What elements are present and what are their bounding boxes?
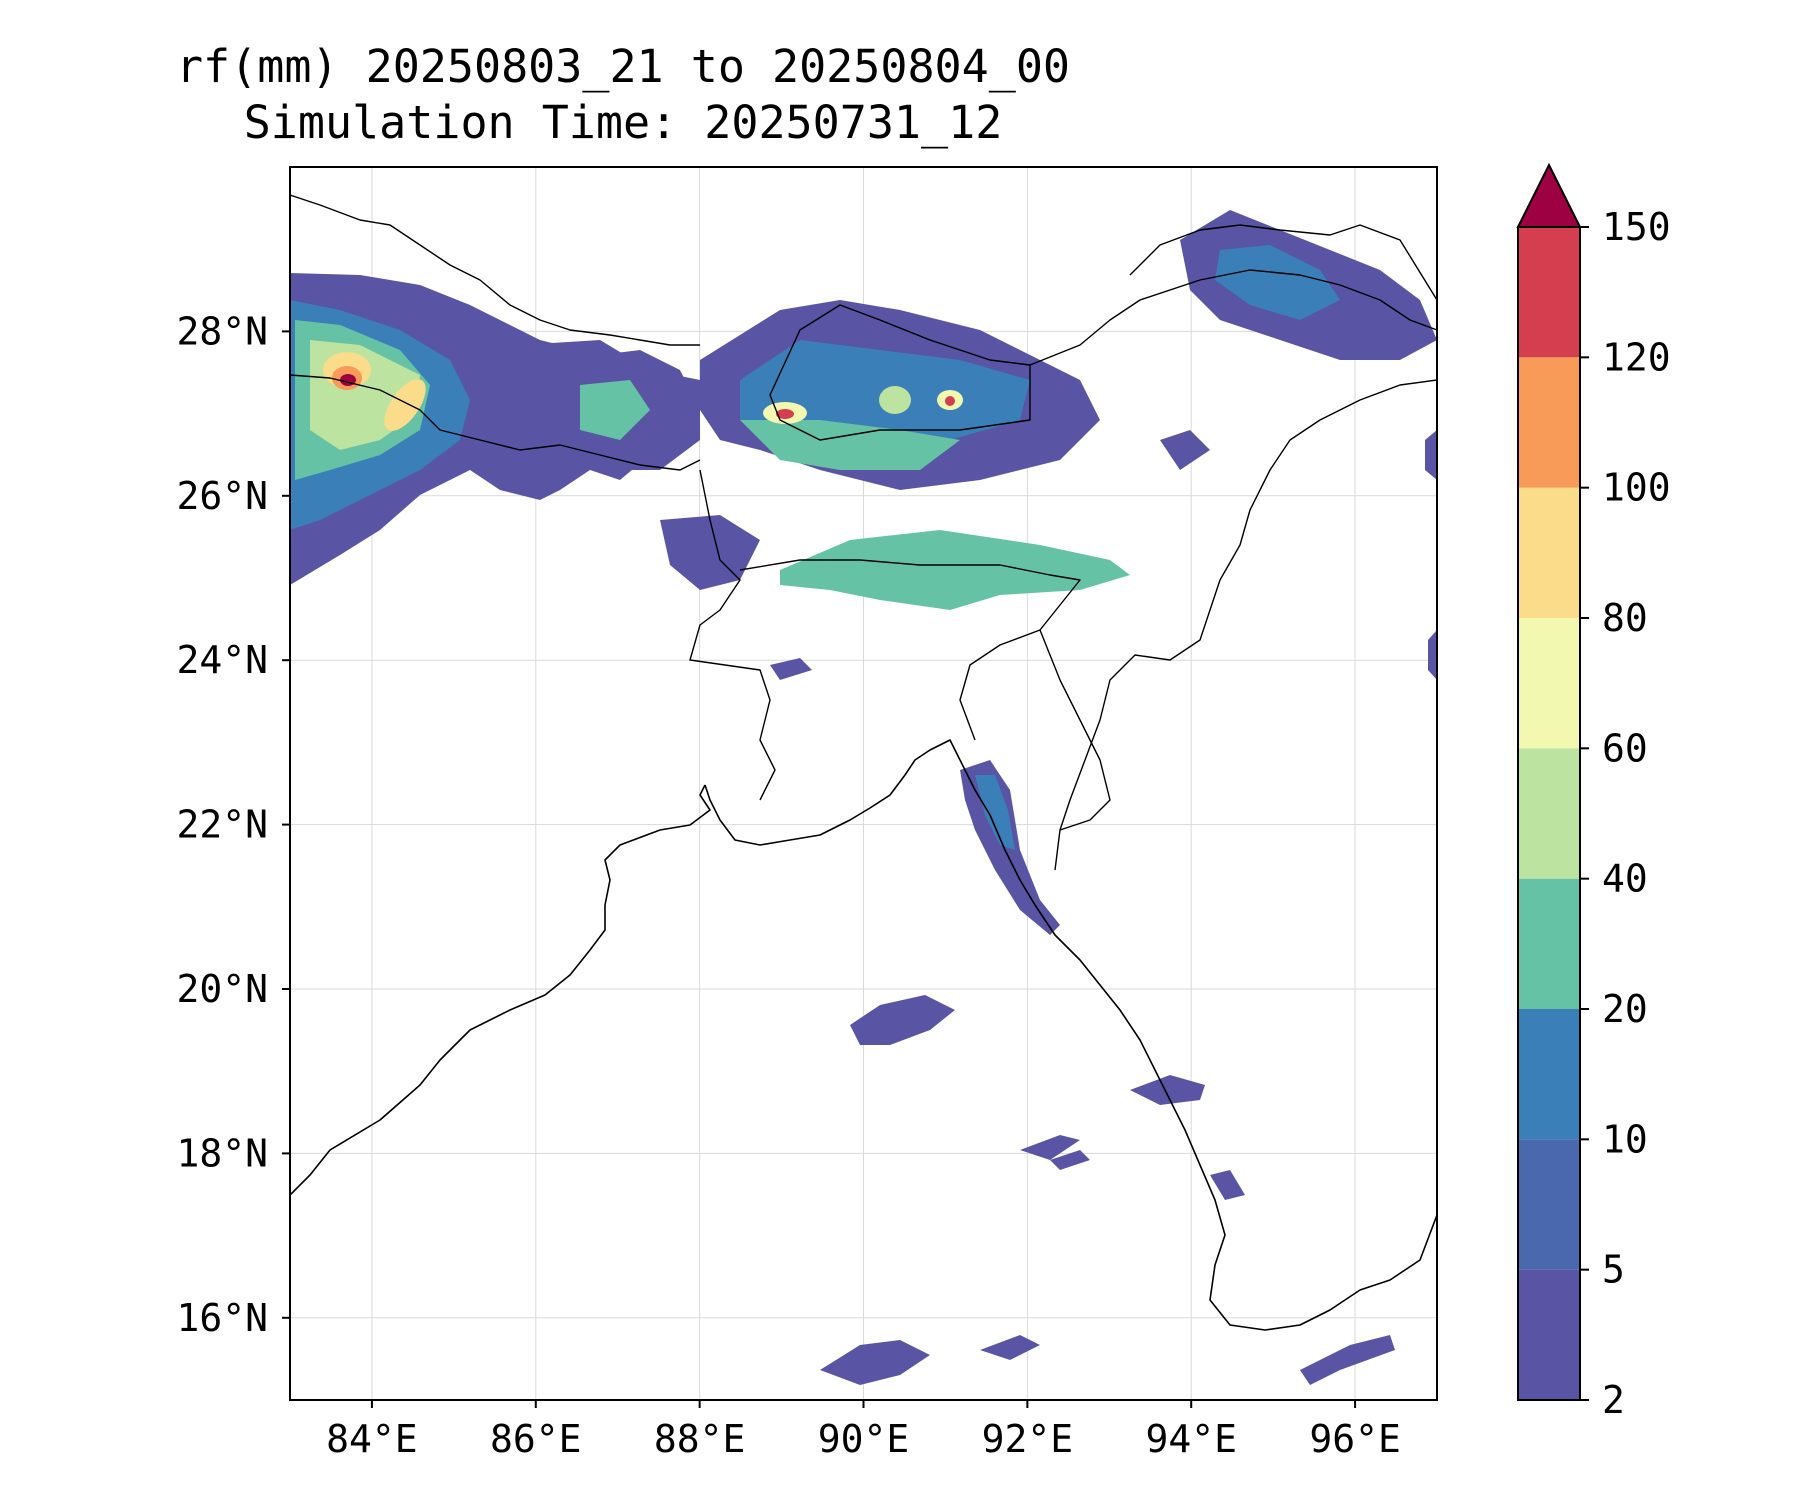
colorbar: 2 5 10 20 40 60 80 100 120 150	[1516, 162, 1671, 1422]
rain-area-arunachal-10	[1215, 245, 1340, 320]
colorbar-label: 80	[1602, 596, 1648, 640]
y-tick-label: 18°N	[176, 1131, 268, 1175]
colorbar-label: 40	[1602, 857, 1648, 901]
colorbar-segment	[1518, 487, 1580, 618]
rain-cell-east-edge	[1425, 430, 1437, 480]
colorbar-label: 10	[1602, 1117, 1648, 1161]
colorbar-segment	[1518, 878, 1580, 1009]
title-line-1: rf(mm) 20250803_21 to 20250804_00	[176, 40, 1070, 93]
rain-cell-arakan-2	[1210, 1170, 1245, 1200]
colorbar-label: 2	[1602, 1378, 1625, 1422]
rain-core-bhutan-2-150	[945, 396, 955, 406]
rainfall-fields	[290, 210, 1437, 1385]
rain-area-bhutan-20	[740, 420, 960, 470]
y-tick-label: 24°N	[176, 638, 268, 682]
x-tick-label: 96°E	[1309, 1417, 1401, 1461]
colorbar-segment	[1518, 1269, 1580, 1400]
border-nepal-south	[290, 374, 701, 471]
rain-area-meghalaya-10	[660, 515, 760, 590]
y-tick-label: 16°N	[176, 1296, 268, 1340]
coastlines-and-borders	[290, 194, 1437, 1331]
x-tick-label: 84°E	[326, 1417, 418, 1461]
colorbar-label: 60	[1602, 726, 1648, 770]
rain-cell-east-edge-2	[1428, 630, 1437, 680]
y-tick-label: 22°N	[176, 803, 268, 847]
rain-cell-south-3	[1300, 1335, 1395, 1385]
border-assam-east	[1029, 269, 1437, 366]
rain-cell-south-1	[820, 1340, 930, 1385]
rain-area-central-nepal-20	[580, 380, 650, 440]
rain-cell-central-small	[770, 658, 812, 680]
colorbar-label: 100	[1602, 466, 1671, 510]
colorbar-segment	[1518, 227, 1580, 358]
colorbar-label: 20	[1602, 987, 1648, 1031]
map-panel: 84°E 86°E 88°E 90°E 92°E 94°E 96°E 28°N 26°N 24°…	[176, 166, 1438, 1461]
y-tick-label: 28°N	[176, 309, 268, 353]
colorbar-segment	[1518, 357, 1580, 488]
x-tick-label: 92°E	[982, 1417, 1074, 1461]
colorbar-extend-arrow	[1516, 162, 1582, 228]
border-myanmar-india	[1054, 379, 1437, 871]
rain-cell-ne-small	[1160, 430, 1210, 470]
border-bangladesh-west	[689, 469, 776, 801]
coastline-chittagong-myanmar	[959, 759, 1437, 1331]
rain-core-bhutan-3	[879, 386, 911, 414]
rain-cell-sea-2	[1050, 1150, 1090, 1170]
rain-core-west-2	[384, 379, 426, 431]
coastline-bangladesh-delta	[704, 739, 961, 846]
rain-cell-south-2	[980, 1335, 1040, 1360]
border-china-northeast	[1129, 224, 1437, 301]
colorbar-segment	[1518, 1009, 1580, 1140]
x-tick-label: 94°E	[1145, 1417, 1237, 1461]
colorbar-segment	[1518, 748, 1580, 879]
colorbar-label: 150	[1602, 205, 1671, 249]
x-tick-label: 90°E	[818, 1417, 910, 1461]
rain-cell-bay-1	[850, 995, 955, 1045]
colorbar-frame	[1517, 226, 1581, 1401]
longitude-ticks: 84°E 86°E 88°E 90°E 92°E 94°E 96°E	[326, 1400, 1401, 1461]
rain-area-chittagong-10	[975, 775, 1015, 850]
y-tick-label: 26°N	[176, 474, 268, 518]
coastline-east-india	[290, 784, 711, 1196]
x-tick-label: 86°E	[490, 1417, 582, 1461]
latitude-ticks: 28°N 26°N 24°N 22°N 20°N 18°N 16°N	[176, 309, 290, 1340]
y-tick-label: 20°N	[176, 967, 268, 1011]
colorbar-label: 120	[1602, 335, 1671, 379]
x-tick-label: 88°E	[654, 1417, 746, 1461]
title-line-2: Simulation Time: 20250731_12	[244, 96, 1003, 149]
border-mizoram	[1039, 629, 1111, 831]
colorbar-segment	[1518, 618, 1580, 749]
border-bangladesh-north	[739, 559, 1081, 741]
colorbar-label: 5	[1602, 1248, 1625, 1292]
colorbar-segment	[1518, 1139, 1580, 1270]
rain-cell-arakan-1	[1130, 1075, 1205, 1105]
rain-cell-sea-1	[1020, 1135, 1080, 1160]
border-nepal-india	[290, 194, 700, 346]
rain-area-meghalaya	[780, 530, 1130, 610]
rain-core-bhutan-1-150	[776, 409, 794, 419]
